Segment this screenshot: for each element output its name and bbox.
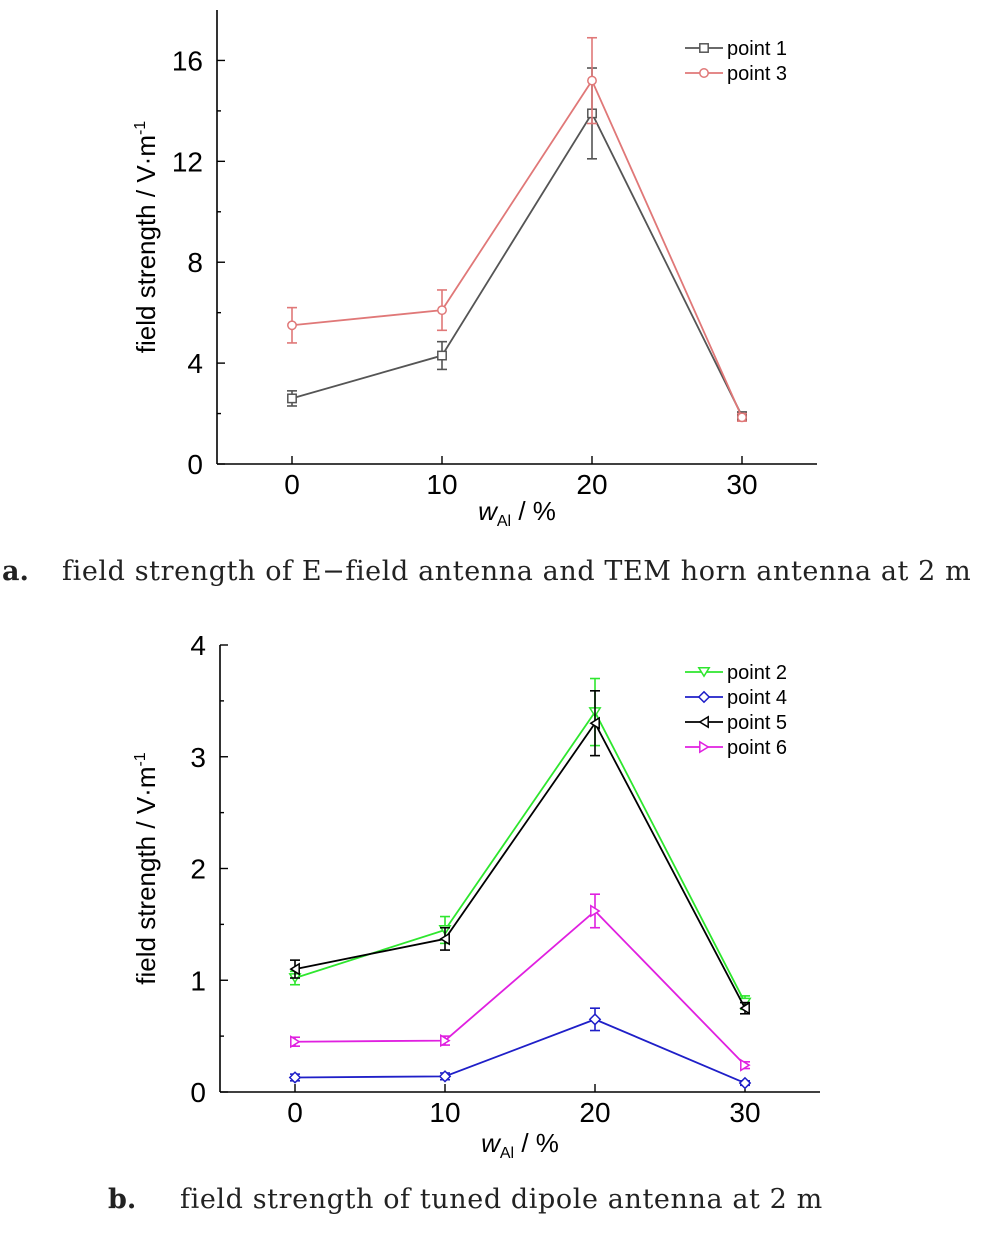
data-point: [437, 350, 447, 361]
data-point: [290, 1035, 301, 1049]
x-axis-label: wAl / %: [481, 1128, 559, 1162]
y-tick-label: 2: [190, 854, 206, 885]
x-axis-label-main: w: [478, 496, 499, 526]
series-line: [294, 710, 746, 1004]
series-line: [294, 721, 746, 1009]
data-point: [288, 1071, 302, 1084]
y-tick-label: 3: [190, 742, 206, 773]
x-tick-label: 10: [426, 469, 457, 500]
y-tick-label: 4: [187, 348, 203, 379]
data-point: [738, 1076, 752, 1090]
x-tick-label: 0: [287, 1097, 303, 1128]
legend-entry: point 6: [685, 737, 787, 759]
x-axis-label-main: w: [481, 1128, 502, 1158]
series-line: [291, 78, 743, 418]
data-point: [590, 904, 601, 918]
y-tick-label: 12: [172, 146, 203, 177]
legend-label: point 1: [727, 38, 787, 60]
series-line: [294, 1018, 746, 1084]
panel-label: a.: [2, 556, 29, 587]
panel-caption: field strength of tuned dipole antenna a…: [180, 1184, 823, 1215]
series-point-1: [287, 67, 747, 422]
data-point: [588, 1013, 602, 1026]
y-tick-label: 0: [187, 449, 203, 480]
y-tick-label: 0: [190, 1077, 206, 1108]
data-point: [287, 393, 297, 404]
x-axis-label-subscript: Al: [497, 513, 511, 530]
legend-label: point 6: [727, 737, 787, 759]
x-axis-label-subscript: Al: [500, 1145, 514, 1162]
x-tick-label: 20: [576, 469, 607, 500]
data-point: [439, 932, 450, 946]
series-point-4: [288, 1007, 752, 1090]
series-point-2: [288, 677, 752, 1011]
data-point: [440, 1034, 451, 1048]
x-axis-label-tail: / %: [514, 1128, 559, 1158]
x-tick-label: 30: [726, 469, 757, 500]
legend-marker: [697, 667, 711, 678]
series-line: [291, 111, 743, 417]
x-tick-label: 10: [429, 1097, 460, 1128]
legend-label: point 3: [727, 63, 787, 85]
panel-caption: field strength of E−field antenna and TE…: [62, 556, 971, 587]
chart-panel-a: 0 4 8 12 16 0 10 20 30 field strength / V·m-1 wAl …: [2, 10, 971, 587]
series-point-6: [290, 893, 751, 1072]
series-point-5: [289, 690, 750, 1015]
y-axis-label: field strength / V·m-1: [131, 752, 161, 985]
data-point: [740, 1058, 751, 1072]
legend-label: point 4: [727, 687, 787, 709]
series-point-3: [287, 36, 747, 423]
data-point: [287, 320, 297, 331]
legend-entry: point 5: [685, 712, 787, 734]
y-axis-label: field strength / V·m-1: [131, 121, 161, 354]
y-axis-label-superscript: -1: [132, 752, 149, 766]
y-axis-label-main: field strength / V·m: [131, 135, 161, 353]
panel-label: b.: [108, 1184, 136, 1215]
legend-marker: [699, 43, 709, 53]
series-line: [294, 909, 746, 1066]
legend-marker: [699, 68, 709, 78]
y-axis-label-main: field strength / V·m: [131, 767, 161, 985]
data-point: [739, 1001, 750, 1015]
data-point: [437, 305, 447, 316]
legend-label: point 2: [727, 662, 787, 684]
y-tick-label: 1: [190, 965, 206, 996]
data-point: [737, 412, 747, 423]
legend-marker: [697, 690, 711, 704]
x-axis-label: wAl / %: [478, 496, 556, 530]
x-tick-label: 20: [579, 1097, 610, 1128]
y-tick-label: 4: [190, 630, 206, 661]
x-axis-label-tail: / %: [511, 496, 556, 526]
legend-entry: point 1: [685, 38, 787, 60]
legend-entry: point 3: [685, 63, 787, 85]
x-tick-label: 30: [729, 1097, 760, 1128]
y-tick-label: 16: [172, 45, 203, 76]
legend-entry: point 2: [685, 662, 787, 684]
data-point: [289, 962, 300, 976]
y-axis-label-superscript: -1: [132, 121, 149, 135]
data-point: [589, 716, 600, 730]
legend-marker: [699, 740, 710, 754]
legend-label: point 5: [727, 712, 787, 734]
x-tick-label: 0: [284, 469, 300, 500]
data-point: [438, 1070, 452, 1083]
legend-marker: [698, 715, 709, 729]
data-point: [587, 75, 597, 86]
chart-panel-b: 0 1 2 3 4 0 10 20 30 field strength / V·m-1 wAl / …: [108, 630, 823, 1215]
y-tick-label: 8: [187, 247, 203, 278]
legend-entry: point 4: [685, 687, 787, 709]
